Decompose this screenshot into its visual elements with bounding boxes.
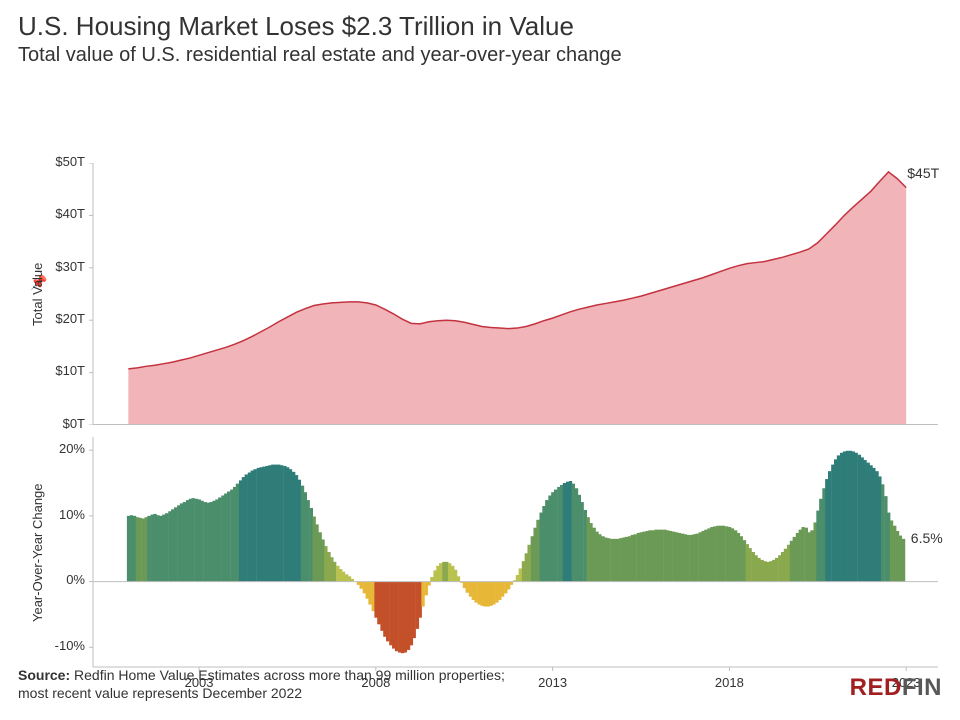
chart-title: U.S. Housing Market Loses $2.3 Trillion … xyxy=(18,12,942,42)
y-axis-label-bottom: Year-Over-Year Change xyxy=(30,483,45,622)
y-tick-label: $10T xyxy=(18,363,85,378)
y-tick-label: $30T xyxy=(18,259,85,274)
y-tick-label: 10% xyxy=(18,507,85,522)
y-tick-label: $0T xyxy=(18,416,85,431)
peak-value-annotation: $45T xyxy=(907,165,939,181)
yoy-change-panel: Year-Over-Year Change 6.5% -10%0%10%20%2… xyxy=(18,437,960,697)
y-tick-label: 0% xyxy=(18,572,85,587)
y-tick-label: -10% xyxy=(18,638,85,653)
redfin-logo: REDFIN xyxy=(850,674,942,702)
yoy-change-chart xyxy=(18,437,960,671)
chart-footer: Source: Redfin Home Value Estimates acro… xyxy=(18,666,942,702)
y-tick-label: $40T xyxy=(18,206,85,221)
brand-part1: RED xyxy=(850,674,902,701)
source-text: Source: Redfin Home Value Estimates acro… xyxy=(18,666,505,702)
y-tick-label: 20% xyxy=(18,441,85,456)
source-prefix: Source: xyxy=(18,667,70,683)
y-tick-label: $20T xyxy=(18,311,85,326)
latest-yoy-annotation: 6.5% xyxy=(911,530,943,546)
brand-part2: FIN xyxy=(902,674,942,701)
source-line2: most recent value represents December 20… xyxy=(18,685,302,701)
chart-subtitle: Total value of U.S. residential real est… xyxy=(18,44,942,67)
source-line1: Redfin Home Value Estimates across more … xyxy=(74,667,505,683)
y-tick-label: $50T xyxy=(18,154,85,169)
total-value-panel: 📌 Total Value $45T $0T$10T$20T$30T$40T$5… xyxy=(18,163,960,425)
total-value-chart xyxy=(18,163,960,425)
